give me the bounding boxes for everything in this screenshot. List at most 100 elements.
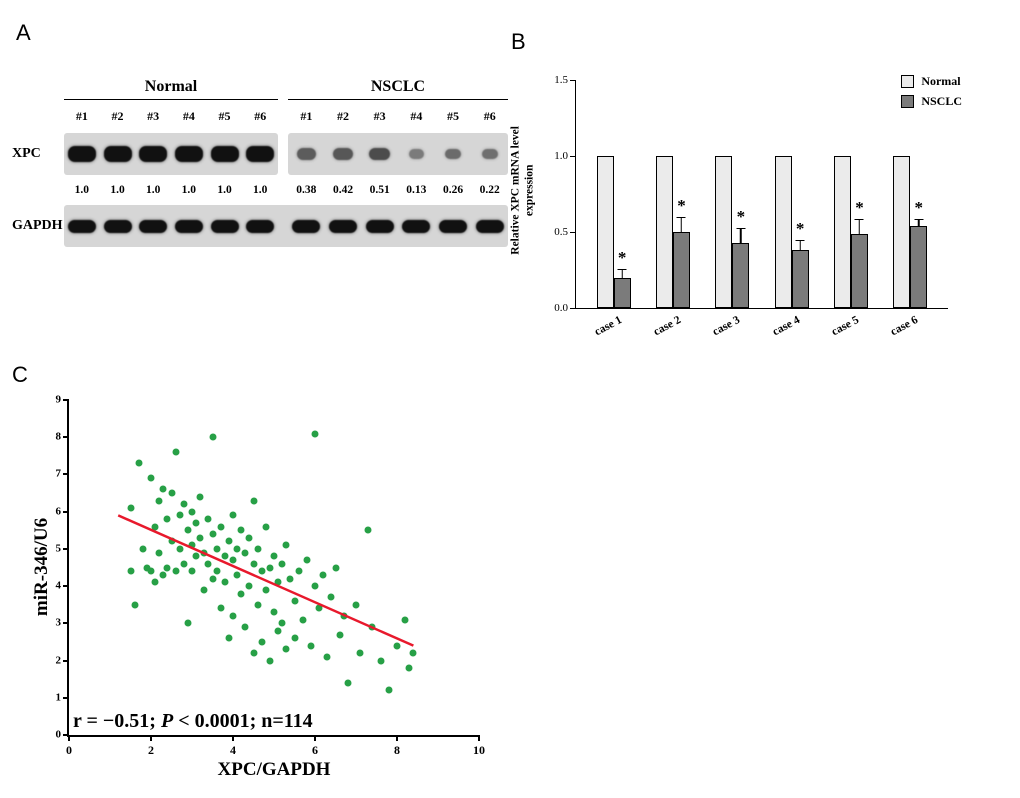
bar-wrap: *: [613, 80, 631, 308]
scatter-point: [204, 560, 212, 568]
y-axis-tick: [63, 696, 69, 699]
scatter-point: [155, 497, 163, 504]
significance-asterisk: *: [855, 197, 864, 217]
scatter-point: [233, 571, 241, 579]
scatter-point: [266, 657, 274, 665]
y-axis-tick: [63, 734, 69, 736]
bar-normal: [774, 156, 792, 308]
scatter-point: [176, 545, 184, 553]
scatter-point: [196, 534, 204, 542]
scatter-point: [311, 430, 319, 437]
lane-label: #2: [111, 109, 124, 123]
band-slot: [135, 133, 171, 175]
xpc-band: [333, 148, 353, 160]
y-axis-tick: [63, 510, 69, 513]
scatter-point: [225, 634, 233, 642]
scatter-point: [163, 564, 171, 571]
legend-item: Normal: [901, 74, 962, 89]
band-slot: [171, 133, 207, 175]
band-slot: [471, 133, 508, 175]
scatter-point: [368, 623, 376, 631]
xpc-band: [444, 148, 462, 160]
scatter-point: [188, 508, 196, 516]
scatter-point: [274, 627, 282, 635]
scatter-point: [159, 571, 167, 579]
band-slot: [135, 205, 171, 247]
y-tick-label: 0: [55, 728, 62, 741]
scatter-point: [217, 523, 225, 531]
bars: * case 1 * case 2 * case 3 * case 4 * case 5 * case…: [576, 80, 948, 338]
scatter-point: [241, 623, 249, 631]
annotation-p-n: < 0.0001; n=114: [173, 710, 313, 732]
legend-swatch: [901, 75, 915, 88]
scatter-point: [229, 556, 237, 564]
gapdh-band: [246, 219, 275, 233]
scatter-point: [159, 485, 167, 493]
scatter-point: [180, 560, 188, 568]
scatter-point: [393, 642, 401, 650]
panel-b-label: B: [511, 29, 526, 54]
scatter-point: [344, 679, 352, 687]
scatter-point: [192, 519, 200, 527]
scatter-point: [209, 575, 216, 583]
error-bar: [736, 227, 746, 243]
scatter-point: [377, 657, 385, 665]
scatter-point: [151, 578, 159, 586]
scatter-point: [295, 567, 303, 575]
group-header-nsclc: NSCLC: [288, 78, 508, 100]
bar-wrap: [715, 80, 733, 308]
significance-asterisk: *: [914, 197, 924, 217]
y-axis-tick: [570, 307, 576, 309]
significance-asterisk: *: [736, 206, 746, 226]
lane-label: #5: [447, 109, 460, 123]
band-slot: [398, 133, 435, 175]
scatter-point: [282, 645, 290, 653]
scatter-point: [184, 526, 192, 534]
band-slot: [435, 133, 472, 175]
y-axis-tick: [63, 659, 69, 662]
y-tick-label: 3: [55, 616, 62, 629]
scatter-point: [291, 634, 298, 642]
bar-normal: [596, 156, 614, 308]
bar-group: * case 6: [889, 80, 930, 338]
scatter-point: [250, 560, 257, 568]
lane-label: #2: [337, 109, 349, 123]
bar-y-axis-label: Relative XPC mRNA level expression: [509, 126, 536, 255]
scatter-point: [217, 604, 225, 612]
scatter-point: [168, 537, 175, 545]
x-axis-tick: [150, 735, 152, 741]
gapdh-band: [365, 219, 394, 233]
y-tick-label: 5: [55, 542, 62, 555]
gapdh-row-label: GAPDH: [12, 218, 63, 233]
gapdh-band: [210, 219, 239, 233]
lane-label: #6: [483, 109, 496, 123]
bar-nsclc: [850, 233, 868, 308]
bar-normal: [833, 156, 851, 308]
scatter-point: [221, 578, 229, 586]
xpc-quantification-value: 1.0: [217, 184, 232, 196]
significance-asterisk: *: [617, 248, 627, 268]
scatter-point: [278, 619, 286, 627]
scatter-point: [315, 604, 323, 612]
xpc-band: [369, 147, 390, 161]
gapdh-band: [329, 219, 357, 233]
scatter-point: [168, 489, 175, 497]
bar-group: * case 1: [592, 80, 634, 338]
scatter-point: [356, 649, 364, 657]
scatter-point: [286, 575, 294, 583]
panel-c: C r = −0.51; P < 0.0001; n=114 XPC/GAPDH…: [12, 358, 512, 796]
scatter-point: [303, 556, 311, 564]
scatter-point: [155, 549, 163, 557]
gapdh-band: [439, 219, 468, 233]
bar-nsclc: [613, 277, 631, 308]
scatter-point: [340, 612, 348, 620]
x-category-label: case 2: [651, 314, 683, 339]
scatter-point: [319, 571, 327, 579]
legend-label: NSCLC: [921, 94, 962, 108]
scatter-point: [311, 582, 319, 590]
scatter-point: [241, 549, 249, 557]
y-tick-label: 1.5: [554, 74, 568, 86]
bar-wrap: [774, 80, 792, 308]
scatter-x-axis-label: XPC/GAPDH: [217, 759, 331, 780]
